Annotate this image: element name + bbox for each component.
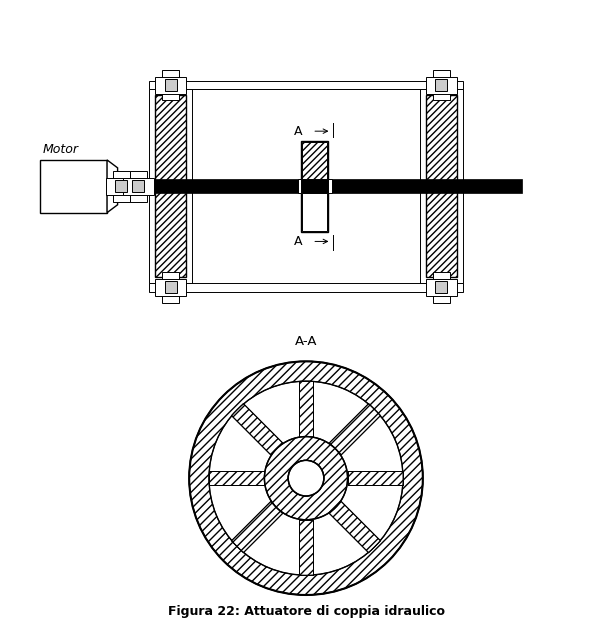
Bar [435, 79, 447, 91]
Bar [435, 281, 447, 294]
Bar [155, 95, 186, 278]
Text: Figura 22: Attuatore di coppia idraulico: Figura 22: Attuatore di coppia idraulico [168, 605, 444, 618]
Bar [426, 279, 457, 296]
Bar [155, 76, 186, 94]
Bar [155, 279, 186, 296]
Bar [130, 171, 147, 202]
Bar [420, 89, 463, 283]
Bar [302, 141, 328, 232]
Polygon shape [348, 471, 403, 485]
Bar [433, 70, 450, 101]
Bar [297, 179, 302, 194]
Bar [149, 89, 192, 283]
Polygon shape [107, 160, 118, 212]
Bar [165, 79, 177, 91]
Bar [40, 160, 107, 212]
Polygon shape [231, 502, 283, 553]
Text: Motor: Motor [42, 143, 78, 156]
Bar [302, 142, 327, 179]
Text: A: A [294, 125, 303, 138]
Circle shape [288, 460, 324, 496]
Bar [132, 180, 144, 193]
Bar [302, 194, 327, 231]
Bar [328, 179, 332, 194]
Bar [106, 178, 136, 195]
Bar [162, 70, 179, 101]
Polygon shape [231, 404, 283, 455]
Bar [426, 95, 457, 278]
Text: A: A [294, 235, 303, 248]
Bar [116, 180, 127, 193]
Polygon shape [209, 471, 264, 485]
Bar [162, 272, 179, 303]
Bar [123, 178, 154, 195]
Bar [114, 179, 521, 194]
Bar [433, 272, 450, 303]
Bar [113, 171, 130, 202]
Polygon shape [329, 404, 381, 455]
Bar [426, 76, 457, 94]
Polygon shape [299, 381, 313, 437]
Polygon shape [329, 502, 381, 553]
Bar [165, 281, 177, 294]
Bar [149, 81, 463, 89]
Polygon shape [299, 520, 313, 575]
Text: A-A: A-A [295, 335, 317, 348]
Bar [149, 283, 463, 292]
